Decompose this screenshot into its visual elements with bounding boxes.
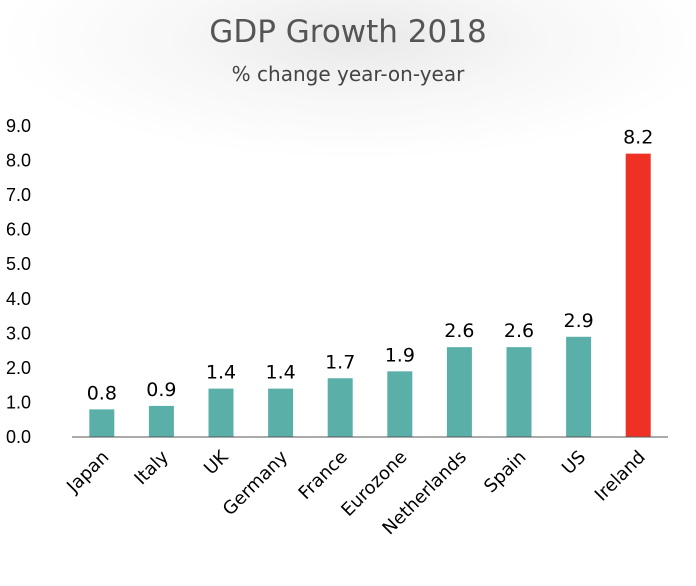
data-label-japan: 0.8 [87,382,117,404]
chart-subtitle: % change year-on-year [231,62,465,86]
x-tick-label-us: US [558,447,590,479]
bar-us [566,336,592,437]
y-tick-label: 1.0 [6,392,31,412]
y-tick-label: 5.0 [6,254,31,274]
data-label-ireland: 8.2 [623,127,653,149]
x-tick-label-ireland: Ireland [591,447,650,506]
x-tick-label-uk: UK [200,446,233,479]
x-tick-label-spain: Spain [480,447,530,497]
bar-italy [148,405,174,437]
chart-title: GDP Growth 2018 [209,14,487,50]
y-tick-label: 9.0 [6,116,31,136]
y-tick-label: 0.0 [6,427,31,447]
y-tick-label: 8.0 [6,151,31,171]
y-tick-label: 3.0 [6,323,31,343]
data-label-uk: 1.4 [206,362,236,384]
bar-netherlands [446,347,472,437]
data-label-germany: 1.4 [265,362,295,384]
data-label-eurozone: 1.9 [385,344,415,366]
y-tick-label: 2.0 [6,358,31,378]
data-label-spain: 2.6 [504,320,534,342]
data-label-france: 1.7 [325,351,355,373]
bar-germany [268,388,294,437]
x-tick-label-japan: Japan [62,447,113,498]
bar-spain [506,347,532,437]
y-tick-label: 7.0 [6,185,31,205]
x-tick-label-italy: Italy [130,446,173,489]
bar-france [327,378,353,437]
y-tick-label: 4.0 [6,289,31,309]
bar-ireland [625,153,651,437]
x-tick-label-germany: Germany [219,446,293,520]
x-tick-label-france: France [295,447,352,504]
bar-eurozone [387,371,413,437]
bar-japan [89,409,115,437]
data-label-us: 2.9 [563,310,593,332]
data-label-italy: 0.9 [146,379,176,401]
data-label-netherlands: 2.6 [444,320,474,342]
y-tick-label: 6.0 [6,220,31,240]
bar-uk [208,388,234,437]
